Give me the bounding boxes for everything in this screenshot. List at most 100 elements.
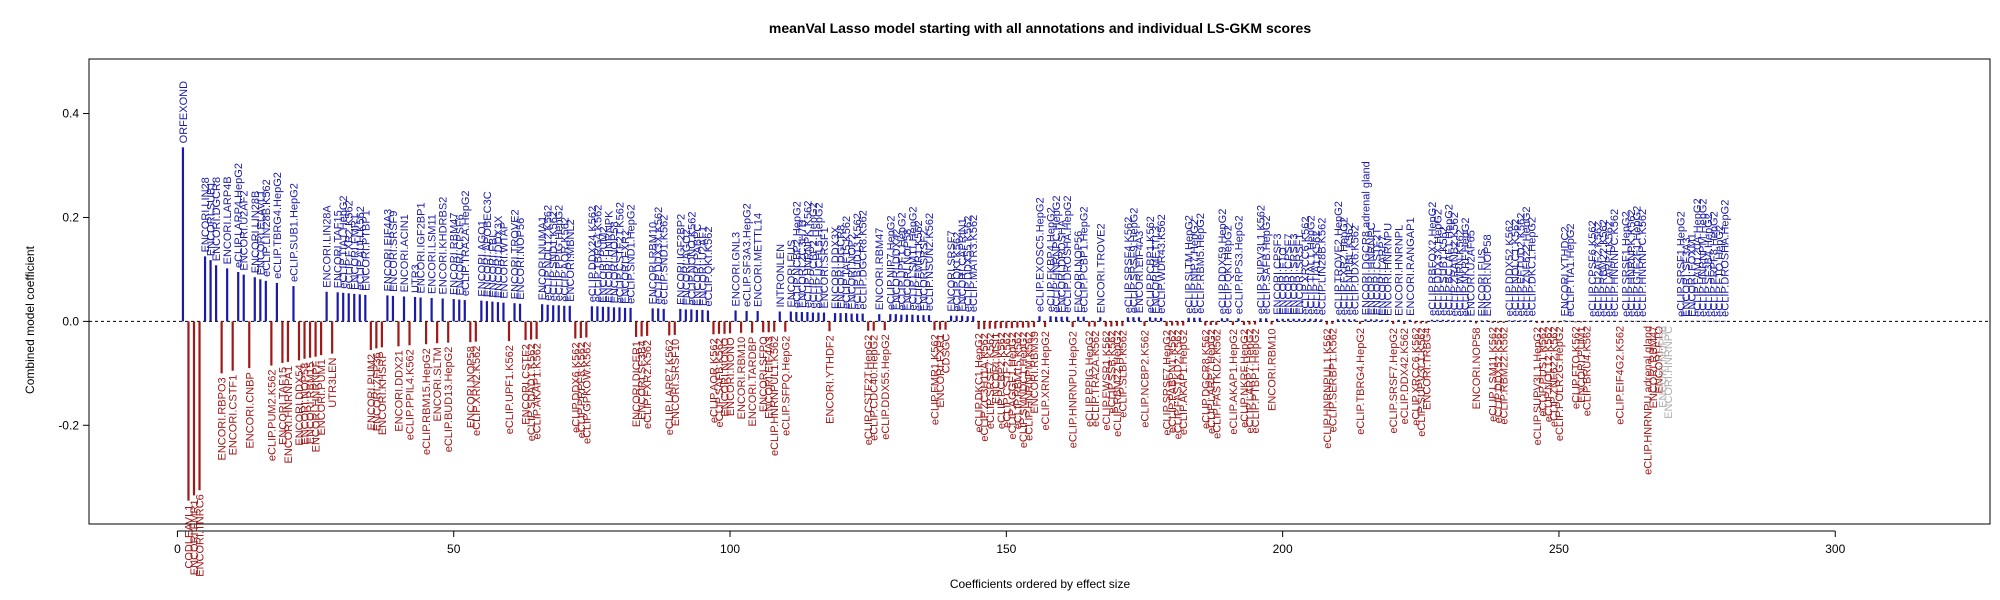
bar-label-positive: eCLIP.PCBP2.HepG2 [808, 202, 820, 308]
bar-label-positive: ENCORI.EIF4A3 [382, 209, 394, 292]
bar-label-positive: ENCORI.FXR2 [620, 230, 632, 304]
bar-label-positive: eCLIP.BCLAF1.HepG2 [1443, 204, 1455, 316]
bar-label-positive: eCLIP.PRPF8.HepG2 [1709, 211, 1721, 317]
bar-label-negative: ENCORI.RBPO3 [217, 377, 229, 460]
bar-label-positive: ENCORI.DGCR8.adrenal gland [1361, 161, 1373, 315]
y-axis-label: Combined model coefficient [23, 245, 37, 394]
bar-label-negative: ENCORI.DDX54 [294, 364, 306, 445]
bar-label-positive: ENCORI.SRSF2 [918, 230, 930, 311]
bar-label-positive: eCLIP.RBM22.K562 [1598, 219, 1610, 317]
bar-label-negative: eCLIP.RBM15.K562 [1012, 332, 1024, 430]
bar-label-positive: INTRONLEN [775, 244, 787, 308]
bar-label-negative: eCLIP.UPF1.K562 [504, 345, 516, 434]
labels-layer: ORFEXONDENCORI.LIN28ENCORI.SUB1ENCORI.DG… [178, 81, 1732, 577]
bar-label-negative: eCLIP.DGCR8.K562 [1200, 330, 1212, 429]
bar-label-positive: ENCORI.TAF15 [333, 210, 345, 288]
bar-label-positive: eCLIP.NONO.K562 [686, 211, 698, 305]
bar-label-negative: eCLIP.HNRNPU.adrenal gland [1642, 326, 1654, 475]
bar-label-positive: ENCORI.GNL3 [731, 232, 743, 307]
bar-label-negative: ENCORI.RBM10 [1267, 328, 1279, 411]
bar-label-negative: ENCORI.SFPQ [758, 336, 770, 412]
x-axis-label: Coefficients ordered by effect size [950, 577, 1131, 591]
bars-layer [181, 147, 1726, 501]
bar-label-positive: eCLIP.NIP7.HepG2 [1189, 219, 1201, 314]
bar-label-positive: eCLIP.ZNF622.HepG2 [1521, 206, 1533, 316]
bar-label-positive: eCLIP.DGCR8.K562 [858, 210, 870, 309]
bar-label-negative: eCLIP.PPIG.HepG2 [1084, 331, 1096, 427]
bar-label-negative: eCLIP.DDX55.HepG2 [880, 334, 892, 440]
y-tick-label: 0.4 [62, 107, 79, 121]
bar-label-negative: ENCORI.EIF4A3 [764, 336, 776, 419]
bar-label-negative: ENCORI.ZFP36 [371, 352, 383, 431]
bar-label-negative: eCLIP.SAFB.K562 [714, 338, 726, 428]
bar-label-positive: ENCORI.DDX3X [493, 215, 505, 298]
bar-label-positive: eCLIP.HNRNPC.HepG2 [1051, 196, 1063, 313]
bar-label-faded: ENCORI.HNRNPC [1663, 326, 1675, 419]
bar-label-negative: eCLIP.NCBP2.K562 [1139, 330, 1151, 428]
bar-label-negative: eCLIP.SLBP.K562 [1117, 330, 1129, 418]
bar-label-negative: eCLIP.PUS1.K562 [1537, 327, 1549, 417]
bar-label-positive: eCLIP.TIA1.K562 [1311, 231, 1323, 315]
x-tick-label: 150 [996, 542, 1016, 556]
bar-label-positive: eCLIP.DROSHA.HepG2 [1062, 196, 1074, 313]
bar-label-positive: eCLIP.AQR.K562 [559, 217, 571, 302]
x-tick-label: 50 [447, 542, 461, 556]
bar-label-negative: eCLIP.SUPV3L1.K562 [1416, 327, 1428, 436]
bar-label-positive: ENCORI.METTL14 [753, 213, 765, 307]
bar-label-positive: eCLIP.SUPV3L1.K562 [1256, 205, 1268, 314]
bar-label-positive: ENCORI.SRSF1 [1294, 233, 1306, 314]
bar-label-negative: ENCORI.CSTF1 [228, 375, 240, 456]
bar-label-negative: eCLIP.AKAP1.K562 [532, 343, 544, 439]
bar-label-positive: ENCORI.PTBP1 [360, 210, 372, 291]
bar-label-positive: eCLIP.FXR2.K562 [344, 200, 356, 289]
bar-label-positive: eCLIP.TIAL1.HepG2 [1305, 215, 1317, 314]
bar-label-negative: eCLIP.AKAP1.HepG2 [1178, 330, 1190, 436]
bar-label-negative: ENCORI.NOP58 [300, 363, 312, 445]
x-tick-label: 300 [1825, 542, 1845, 556]
bar-label-positive: eCLIP.PCBP1.K562 [1145, 216, 1157, 313]
bar-label-positive: eCLIP.PPIG.HepG2 [554, 205, 566, 301]
bar-label-positive: eCLIP.NIP7.HepG2 [885, 216, 897, 311]
bar-label-negative: CODLEAVL1 [183, 505, 195, 569]
bar-label-positive: eCLIP.QKI.K562 [703, 227, 715, 307]
bar-label-positive: eCLIP.DDX59.HepG2 [1217, 209, 1229, 315]
bar-label-positive: eCLIP.UPF1.HepG2 [896, 212, 908, 310]
bar-label-negative: ENCORI.FXR1 [935, 334, 947, 408]
axes-layer: -0.2 0.0 0.2 0.4 0 50 100 150 200 250 300 [58, 107, 1990, 556]
bar-label-negative: eCLIP.CSTF2.K562 [1001, 332, 1013, 428]
bar-label-negative: ENCORI.TRBG4 [1421, 327, 1433, 410]
bar-label-positive: eCLIP.FKBP4.HepG2 [1046, 207, 1058, 312]
bar-label-positive: ENCORI.IGF2BP2 [675, 214, 687, 305]
bar-label-positive: ENCORI.LIN28A [322, 205, 334, 288]
bar-label-positive: eCLIP.TAF15.K562 [841, 216, 853, 309]
bar-label-positive: eCLIP.FAM120A.HepG2 [1692, 198, 1704, 316]
bar-label-positive: eCLIP.TIA1.HepG2 [338, 195, 350, 288]
bar-label-positive: eCLIP.NSUN2.K562 [924, 213, 936, 311]
bar-label-negative: eCLIP.DDX52.K562 [1493, 327, 1505, 423]
bar-label-negative: eCLIP.SRSF7.HepG2 [1162, 330, 1174, 436]
bar-label-negative: eCLIP.LARP7.K562 [664, 339, 676, 435]
bar-label-negative: eCLIP.ZNF622.K562 [1548, 326, 1560, 427]
bar-label-positive: ENCORI.FMR1 [349, 214, 361, 290]
bar-label-positive: ENCORI.RANGAP1 [1405, 217, 1417, 315]
bar-label-positive: ENCORI.PABPC [692, 224, 704, 306]
bar-label-negative: eCLIP.HNRNPUL1.K562 [1322, 328, 1334, 448]
bar-label-positive: eCLIP.SND1.K562 [659, 215, 671, 305]
bar-label-negative: eCLIP.LARP7.HepG2 [1206, 329, 1218, 434]
bar-label-negative: eCLIP.PPIL4.K562 [405, 349, 417, 440]
bar-label-positive: eCLIP.WDR43.K562 [1156, 214, 1168, 313]
bar-label-negative: eCLIP.SMNDC1.HepG2 [1018, 332, 1030, 449]
bar-label-negative: ENCORI.PUM2 [366, 354, 378, 430]
bar-label-positive: ENCORI.NUMA1 [537, 216, 549, 300]
bar-label-negative: ENCORI.FMR1 [189, 499, 201, 575]
bar-label-positive: ENCORI.APOBEC3C [482, 191, 494, 297]
bar-label-positive: ENCORI.HNRNPU [1383, 223, 1395, 316]
bar-label-positive: eCLIP.LIN28B.K562 [1316, 218, 1328, 316]
y-tick-label: 0.2 [62, 210, 79, 224]
bar-label-positive: eCLIP.UCHL5.HepG2 [813, 202, 825, 308]
bar-label-negative: UTR3LEN [327, 358, 339, 408]
bar-label-positive: ENCORI.AGO1 [476, 220, 488, 296]
bar-label-positive: ENCORI.SRSF9 [388, 211, 400, 292]
bar-label-negative: eCLIP.CSTF2T.HepG2 [863, 335, 875, 445]
bar-label-positive: ENCORI.NOP58 [1482, 234, 1494, 316]
